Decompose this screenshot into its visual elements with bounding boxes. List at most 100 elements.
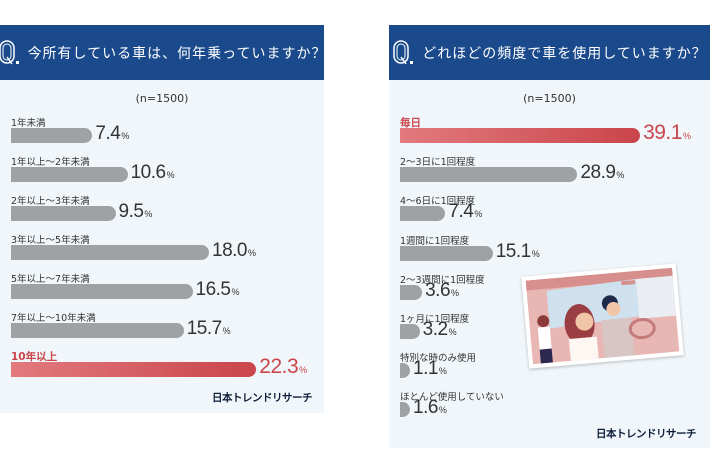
panel-usage-frequency: どれほどの頻度で車を使用していますか？ (n=1500) 毎日 39.1% 2～3日… bbox=[389, 25, 710, 448]
value-number: 3.2 bbox=[422, 319, 448, 340]
percent-unit: % bbox=[144, 209, 152, 219]
bar-value: 16.5% bbox=[196, 279, 240, 301]
bar-label: 1年未満 bbox=[11, 118, 46, 129]
percent-unit: % bbox=[231, 287, 239, 297]
question-text: どれほどの頻度で車を使用していますか？ bbox=[422, 45, 707, 62]
bar-value: 1.6% bbox=[413, 397, 447, 419]
percent-unit: % bbox=[682, 131, 691, 141]
bar-label: 1年以上～2年未満 bbox=[11, 157, 90, 168]
percent-unit: % bbox=[166, 170, 175, 180]
value-number: 1.6 bbox=[413, 397, 438, 419]
q-icon bbox=[0, 39, 20, 67]
bar bbox=[11, 284, 193, 299]
bar-item: 2～3日に1回程度 28.9% bbox=[389, 154, 710, 190]
bar bbox=[11, 245, 209, 260]
bar bbox=[11, 206, 116, 221]
bar-item: 4～6日に1回程度 7.4% bbox=[389, 193, 710, 229]
bar-item: ほとんど使用していない 1.6% bbox=[389, 389, 710, 425]
bar-label: 2～3週間に1回程度 bbox=[400, 274, 485, 286]
bar-value: 3.2% bbox=[422, 319, 457, 341]
bar-label: 5年以上～7年未満 bbox=[11, 274, 90, 285]
percent-unit: % bbox=[299, 365, 307, 375]
bar-item: 1ヶ月に1回程度 3.2% bbox=[389, 311, 710, 347]
brand-logo: 日本トレンドリサーチ bbox=[596, 428, 697, 440]
bar bbox=[400, 363, 410, 379]
bar-label: 特別な時のみ使用 bbox=[400, 353, 477, 365]
bar-item: 7年以上～10年未満 15.7% bbox=[0, 310, 324, 346]
value-number: 15.7 bbox=[186, 318, 222, 339]
bar-item: 1年以上～2年未満 10.6% bbox=[0, 154, 324, 190]
bar bbox=[11, 167, 128, 182]
value-number: 22.3 bbox=[259, 355, 299, 378]
value-number: 16.5 bbox=[195, 279, 231, 300]
percent-unit: % bbox=[438, 405, 447, 416]
bar bbox=[400, 128, 641, 143]
value-number: 7.4 bbox=[448, 201, 474, 223]
bar-item: 3年以上～5年未満 18.0% bbox=[0, 232, 324, 268]
bar-label: 毎日 bbox=[400, 117, 421, 129]
bar-label: 1週間に1回程度 bbox=[400, 235, 470, 247]
value-number: 9.5 bbox=[118, 201, 144, 222]
bar-value: 3.6% bbox=[425, 279, 459, 302]
bar bbox=[400, 245, 493, 261]
bar bbox=[400, 284, 423, 300]
bar-value: 7.4% bbox=[448, 201, 482, 223]
percent-unit: % bbox=[247, 248, 256, 258]
bar-value: 15.1% bbox=[496, 241, 540, 263]
value-number: 28.9 bbox=[580, 162, 616, 184]
value-number: 3.6 bbox=[425, 279, 451, 301]
value-number: 10.6 bbox=[130, 162, 166, 183]
percent-unit: % bbox=[438, 366, 447, 377]
bar-label: 2年以上～3年未満 bbox=[11, 196, 90, 207]
question-text: 今所有している車は、何年乗っていますか？ bbox=[27, 45, 327, 62]
bar-value: 1.1% bbox=[413, 358, 447, 380]
bar-item: 5年以上～7年未満 16.5% bbox=[0, 271, 324, 307]
bar-label: 1ヶ月に1回程度 bbox=[400, 314, 470, 325]
bar bbox=[11, 362, 257, 377]
bar-value: 10.6% bbox=[131, 162, 175, 184]
percent-unit: % bbox=[531, 248, 540, 259]
sample-size: (n=1500) bbox=[523, 92, 576, 105]
value-number: 7.4 bbox=[95, 123, 121, 144]
bar bbox=[400, 402, 410, 418]
q-icon bbox=[392, 39, 414, 67]
bar bbox=[11, 128, 93, 143]
bar-item: 10年以上 22.3% bbox=[0, 349, 324, 385]
value-number: 18.0 bbox=[212, 240, 247, 261]
bar-item: 毎日 39.1% bbox=[389, 115, 710, 151]
percent-unit: % bbox=[222, 326, 231, 336]
bar bbox=[11, 323, 184, 338]
bar-label: ほとんど使用していない bbox=[400, 392, 504, 404]
bar-value: 22.3% bbox=[259, 355, 307, 379]
bar bbox=[400, 206, 446, 222]
bar-value: 15.7% bbox=[187, 318, 231, 340]
percent-unit: % bbox=[451, 287, 459, 298]
value-number: 1.1 bbox=[413, 358, 438, 380]
percent-unit: % bbox=[474, 209, 482, 220]
panel-years-owned: 今所有している車は、何年乗っていますか？ (n=1500) 1年未満 7.4% 1年… bbox=[0, 25, 327, 413]
percent-unit: % bbox=[616, 170, 624, 181]
question-header: 今所有している車は、何年乗っていますか？ bbox=[0, 25, 327, 80]
bar-value: 28.9% bbox=[580, 162, 624, 184]
bar-label: 7年以上～10年未満 bbox=[11, 313, 96, 324]
bar-label: 3年以上～5年未満 bbox=[11, 235, 90, 246]
brand-logo: 日本トレンドリサーチ bbox=[212, 392, 313, 404]
value-number: 39.1 bbox=[643, 121, 682, 144]
bar-item: 1年未満 7.4% bbox=[0, 115, 324, 151]
sample-size: (n=1500) bbox=[135, 92, 189, 105]
percent-unit: % bbox=[121, 131, 129, 141]
bar-value: 7.4% bbox=[95, 123, 129, 145]
bar-value: 18.0% bbox=[212, 240, 256, 262]
bar-label: 10年以上 bbox=[11, 351, 58, 363]
bar-item: 1週間に1回程度 15.1% bbox=[389, 233, 710, 269]
bar-item: 2～3週間に1回程度 3.6% bbox=[389, 272, 710, 308]
bar-item: 特別な時のみ使用 1.1% bbox=[389, 350, 710, 386]
bar-label: 2～3日に1回程度 bbox=[400, 157, 476, 169]
percent-unit: % bbox=[448, 327, 457, 337]
bar bbox=[400, 324, 420, 339]
bar-value: 39.1% bbox=[643, 121, 691, 145]
car-illustration bbox=[521, 263, 684, 369]
bar-value: 9.5% bbox=[118, 201, 153, 223]
bar bbox=[400, 167, 578, 183]
bar-item: 2年以上～3年未満 9.5% bbox=[0, 193, 324, 229]
